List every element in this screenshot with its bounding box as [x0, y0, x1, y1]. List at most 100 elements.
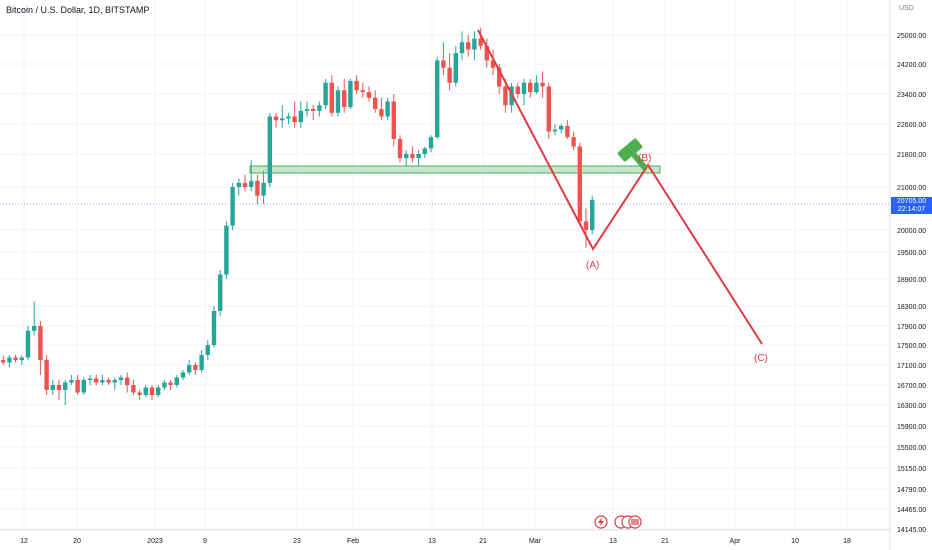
candle — [546, 82, 551, 139]
last-price-tag[interactable]: 20705.00 22:14:07 — [891, 197, 932, 214]
candle — [583, 208, 589, 248]
candle-body — [577, 146, 582, 222]
candle-body — [521, 82, 527, 94]
candle — [422, 146, 427, 159]
time-tick-label: 12 — [20, 538, 28, 545]
candle — [273, 112, 279, 128]
candle — [379, 97, 384, 121]
candle — [81, 377, 86, 395]
time-tick-label: Feb — [347, 538, 359, 545]
price-tick-label: 20000.00 — [897, 228, 926, 235]
candle-body — [590, 199, 595, 230]
candle-body — [236, 182, 241, 187]
candle-body — [180, 372, 186, 378]
candle-body — [459, 42, 465, 54]
candle — [571, 131, 576, 151]
candle — [298, 101, 303, 128]
candle — [459, 31, 465, 61]
candle-body — [379, 109, 384, 117]
time-axis[interactable]: 12 20 2023 9 23 Feb 13 21 Mar 13 21 Apr 10 18 — [20, 538, 851, 545]
candle-body — [75, 380, 80, 393]
candle — [137, 390, 142, 400]
price-tick-label: 22600.00 — [897, 122, 926, 129]
price-tick-label: 18300.00 — [897, 304, 926, 311]
price-axis[interactable]: 25000.00 24200.00 23400.00 22600.00 21800.00… — [897, 33, 926, 534]
candle — [199, 350, 204, 373]
candle — [292, 101, 297, 128]
time-tick-label: 21 — [479, 538, 487, 545]
candle — [552, 124, 558, 136]
candle — [100, 375, 105, 385]
candle-body — [565, 125, 570, 138]
candle — [25, 326, 31, 360]
candle-body — [472, 38, 477, 50]
candle-body — [410, 154, 415, 159]
candle — [478, 27, 483, 50]
candle-body — [478, 38, 483, 46]
candle — [174, 375, 179, 388]
candle-body — [267, 116, 272, 183]
candle-body — [515, 86, 520, 94]
candle-body — [106, 380, 111, 383]
event-icons[interactable] — [594, 515, 642, 529]
candle-body — [230, 187, 235, 226]
candle-body — [100, 380, 105, 383]
candle-body — [490, 60, 496, 68]
candle-body — [304, 109, 310, 111]
price-tick-label: 16300.00 — [897, 403, 926, 410]
candle-body — [63, 382, 68, 390]
wave-label-b: (B) — [638, 153, 651, 164]
time-tick-label: 18 — [843, 538, 851, 545]
price-tick-label: 17500.00 — [897, 343, 926, 350]
candle-body — [112, 380, 117, 383]
candle — [162, 380, 167, 390]
candle — [69, 375, 74, 385]
candle — [205, 340, 210, 360]
candle-body — [447, 67, 452, 83]
candle — [354, 75, 359, 94]
candle — [193, 362, 198, 375]
candle — [590, 195, 595, 235]
chart-title: Bitcoin / U.S. Dollar, 1D, BITSTAMP — [6, 5, 150, 15]
candle-body — [571, 137, 576, 147]
candle — [528, 79, 533, 98]
price-tick-label: 18900.00 — [897, 277, 926, 284]
price-tick-label: 15150.00 — [897, 466, 926, 473]
candle-body — [143, 387, 148, 395]
price-axis-unit: USD — [899, 5, 914, 12]
candle — [125, 372, 130, 393]
candle-body — [125, 377, 130, 385]
candle — [143, 385, 148, 398]
candle — [416, 150, 421, 167]
candle — [366, 86, 372, 102]
candle — [106, 377, 111, 385]
candle-body — [87, 378, 93, 380]
candle — [565, 120, 570, 139]
candle-body — [546, 86, 551, 132]
candle — [7, 355, 12, 368]
time-tick-label: 13 — [609, 538, 617, 545]
candle — [242, 174, 248, 192]
candle — [404, 150, 409, 167]
candle-body — [193, 365, 198, 370]
candle-body — [280, 118, 285, 121]
candle — [503, 79, 508, 113]
candle-body — [484, 45, 489, 61]
last-price-value: 20705.00 — [896, 198, 927, 205]
candle-body — [168, 382, 173, 385]
candle — [410, 146, 415, 163]
candle-body — [441, 60, 446, 68]
candle — [286, 112, 291, 124]
candle — [94, 375, 99, 385]
hammer-icon[interactable] — [617, 138, 655, 176]
candle-body — [323, 82, 328, 106]
candle — [13, 355, 18, 363]
candle — [56, 380, 62, 400]
candle — [236, 178, 241, 196]
candle — [453, 45, 458, 87]
candle — [304, 101, 310, 117]
price-tick-label: 16700.00 — [897, 383, 926, 390]
candle — [1, 355, 6, 365]
time-tick-label: 21 — [661, 538, 669, 545]
